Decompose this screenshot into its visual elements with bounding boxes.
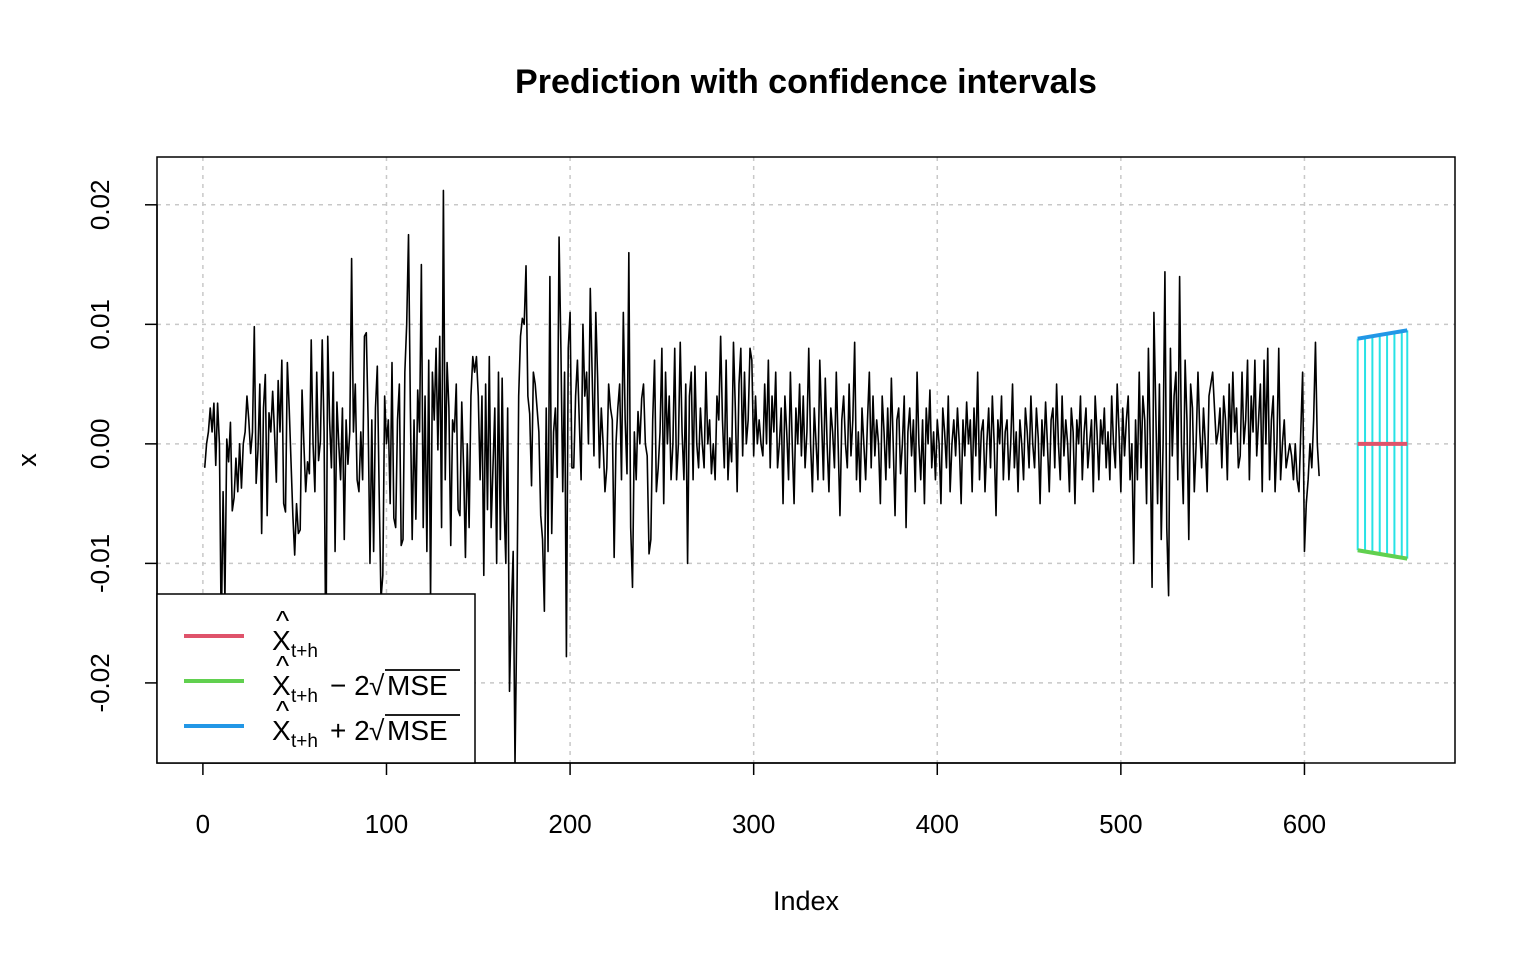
legend-entry-0: X^t+h bbox=[184, 605, 318, 662]
y-tick-label-4: 0.02 bbox=[85, 180, 115, 231]
x-tick-label-4: 400 bbox=[916, 809, 959, 839]
y-axis: -0.02 -0.01 0.00 0.01 0.02 bbox=[85, 180, 158, 713]
y-tick-label-0: -0.02 bbox=[85, 653, 115, 712]
x-tick-label-5: 500 bbox=[1099, 809, 1142, 839]
x-tick-label-2: 200 bbox=[548, 809, 591, 839]
legend-symbol-2: X bbox=[272, 715, 291, 746]
x-tick-label-0: 0 bbox=[196, 809, 210, 839]
legend-entry-2: X^t+h + 2 √ MSE bbox=[184, 695, 460, 752]
legend-radical-2: √ bbox=[369, 715, 385, 746]
x-axis: 0 100 200 300 400 500 600 bbox=[196, 762, 1326, 839]
x-tick-label-1: 100 bbox=[365, 809, 408, 839]
series-lower bbox=[1357, 548, 1408, 561]
y-axis-label: x bbox=[12, 453, 42, 467]
legend-entry-1: X^t+h − 2 √ MSE bbox=[184, 650, 460, 707]
legend-hat-0: ^ bbox=[276, 605, 289, 636]
series-layer bbox=[203, 189, 1409, 763]
legend-symbol-0: X bbox=[272, 625, 291, 656]
legend-subscript-0: t+h bbox=[291, 641, 318, 662]
series-upper bbox=[1357, 328, 1408, 341]
legend-radical-1: √ bbox=[369, 670, 385, 701]
y-tick-label-2: 0.00 bbox=[85, 419, 115, 470]
legend-subscript-2: t+h bbox=[291, 731, 318, 752]
chart-title: Prediction with confidence intervals bbox=[515, 63, 1097, 101]
series-observed bbox=[203, 189, 1320, 763]
y-tick-label-3: 0.01 bbox=[85, 299, 115, 350]
legend-radicand-2: MSE bbox=[387, 715, 448, 746]
legend-hat-2: ^ bbox=[276, 695, 289, 726]
x-tick-label-6: 600 bbox=[1283, 809, 1326, 839]
legend-subscript-1: t+h bbox=[291, 686, 318, 707]
y-tick-label-1: -0.01 bbox=[85, 534, 115, 593]
legend-radicand-1: MSE bbox=[387, 670, 448, 701]
x-tick-label-3: 300 bbox=[732, 809, 775, 839]
legend-symbol-1: X bbox=[272, 670, 291, 701]
legend-hat-1: ^ bbox=[276, 650, 289, 681]
legend-operator-2: + 2 bbox=[330, 715, 370, 746]
x-axis-label: Index bbox=[773, 886, 840, 916]
legend-box bbox=[156, 593, 476, 764]
legend-operator-1: − 2 bbox=[330, 670, 370, 701]
